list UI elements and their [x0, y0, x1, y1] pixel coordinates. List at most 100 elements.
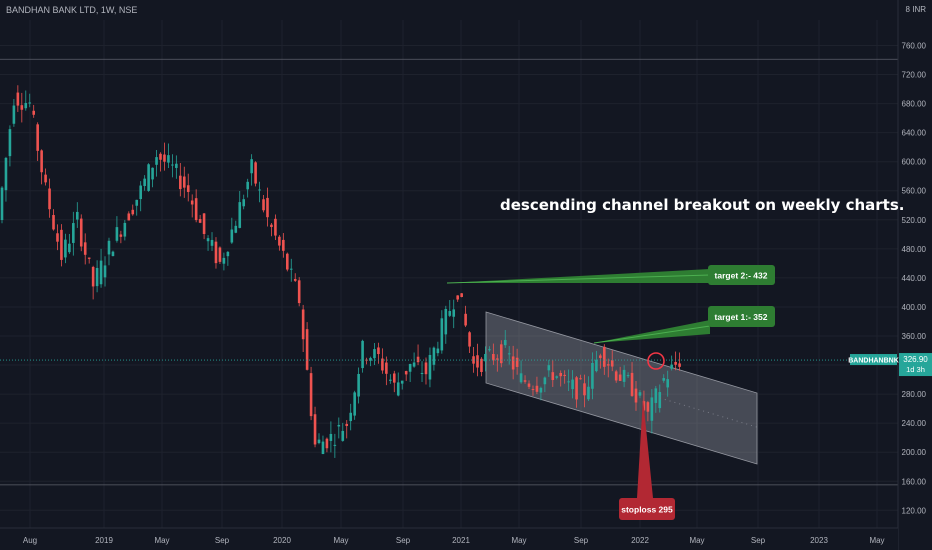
candle-body [329, 433, 333, 441]
candle-body [408, 363, 412, 372]
candle-body [250, 159, 253, 174]
candle-body [595, 359, 598, 372]
candle-body [424, 362, 428, 375]
candle-body [511, 356, 515, 370]
candle-body [246, 181, 249, 190]
y-tick-label: 440.00 [902, 274, 927, 283]
candle-body [111, 251, 115, 257]
candle-body [64, 239, 67, 258]
x-tick-label: May [333, 536, 348, 545]
candle-body [218, 247, 222, 262]
candle-body [670, 364, 673, 369]
candle-body [400, 380, 404, 384]
x-tick-label: 2023 [810, 536, 828, 545]
candle-body [551, 372, 555, 381]
candle-body [448, 311, 452, 316]
candle-body [83, 242, 87, 255]
candle-body [167, 155, 170, 163]
candle-body [456, 295, 459, 300]
candle-body [32, 110, 35, 115]
last-price-value: 326.90 [903, 355, 928, 364]
candle-body [618, 374, 622, 381]
candle-body [389, 379, 392, 381]
candle-body [36, 124, 39, 151]
candle-body [242, 199, 246, 207]
candle-body [488, 349, 491, 351]
candle-body [464, 313, 467, 326]
candle-body [444, 308, 448, 335]
candle-body [428, 354, 432, 380]
candle-body [666, 379, 669, 388]
candle-body [606, 364, 610, 366]
candle-body [658, 392, 662, 409]
candle-body [349, 412, 352, 422]
candle-body [634, 388, 638, 403]
candle-body [12, 105, 16, 124]
candle-body [202, 213, 206, 235]
candle-body [321, 441, 325, 455]
candle-body [539, 387, 543, 393]
x-tick-label: 2020 [273, 536, 291, 545]
x-tick-label: Sep [215, 536, 230, 545]
stoploss-box [619, 498, 675, 520]
x-tick-label: May [511, 536, 526, 545]
candle-body [646, 402, 650, 412]
candle-body [91, 266, 95, 287]
y-tick-label: 280.00 [902, 390, 927, 399]
x-tick-label: 2021 [452, 536, 470, 545]
candle-body [396, 382, 400, 396]
candle-body [361, 340, 364, 369]
candle-body [4, 157, 8, 191]
candle-body [79, 218, 83, 247]
breakout-circle [647, 352, 665, 370]
candle-body [0, 187, 4, 221]
candle-body [230, 229, 234, 243]
candle-body [214, 241, 218, 264]
x-tick-label: May [154, 536, 169, 545]
candle-body [535, 385, 539, 392]
candle-body [186, 185, 190, 192]
candle-body [119, 234, 123, 237]
candle-body [131, 209, 135, 215]
y-tick-label: 480.00 [902, 245, 927, 254]
candle-body [60, 229, 63, 260]
candle-body [151, 167, 154, 180]
candle-body [87, 257, 91, 259]
candle-body [674, 362, 677, 365]
candle-body [266, 197, 269, 218]
target2-pointer [447, 269, 710, 283]
candle-body [420, 372, 424, 374]
candle-body [515, 357, 519, 367]
candle-body [531, 389, 535, 391]
stoploss-pointer [637, 398, 653, 498]
target1-line [593, 325, 711, 344]
candle-body [337, 424, 341, 427]
candle-body [20, 105, 24, 110]
candle-body [238, 202, 242, 228]
symbol-tag [850, 354, 897, 366]
candle-body [583, 383, 586, 396]
stoploss-label: stoploss 295 [621, 505, 673, 515]
candle-body [44, 174, 47, 183]
candle-body [210, 239, 214, 246]
price-axis-bg [898, 0, 932, 550]
candle-body [274, 218, 277, 236]
candle-body [56, 233, 59, 242]
candle-body [603, 346, 606, 367]
x-tick-label: 2022 [631, 536, 649, 545]
candle-body [254, 162, 257, 184]
candle-body [642, 401, 646, 411]
target1-pointer [594, 320, 710, 343]
candle-body [440, 318, 444, 351]
candle-body [333, 444, 337, 446]
candle-body [75, 211, 79, 220]
y-tick-label: 720.00 [902, 71, 927, 80]
candle-body [95, 267, 99, 287]
candle-body [527, 383, 531, 387]
candle-body [555, 376, 559, 378]
candle-body [472, 356, 475, 364]
x-tick-label: May [689, 536, 704, 545]
candle-body [523, 380, 527, 382]
candle-body [309, 373, 313, 417]
candle-body [654, 388, 658, 403]
